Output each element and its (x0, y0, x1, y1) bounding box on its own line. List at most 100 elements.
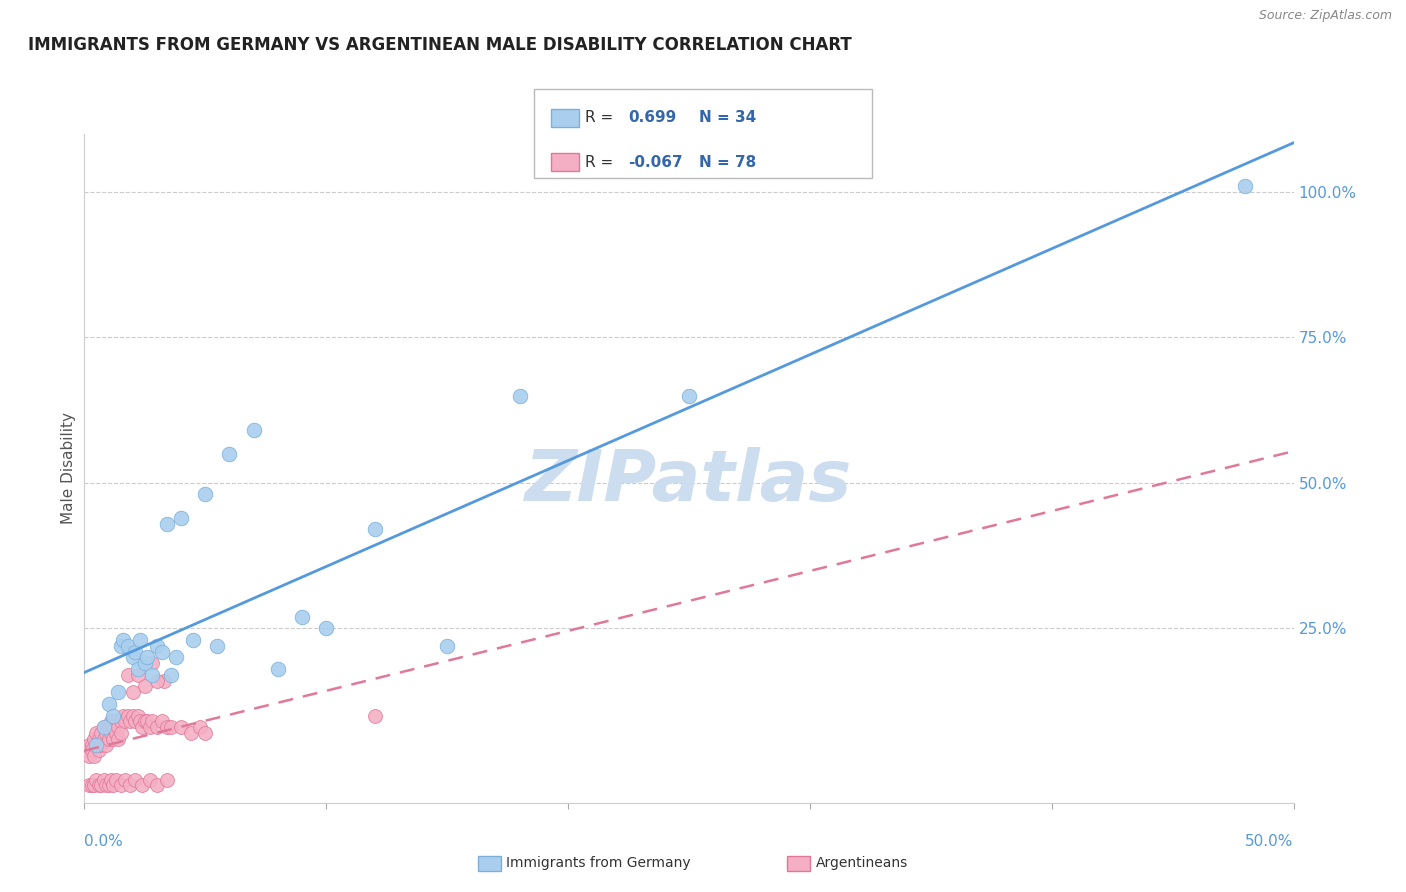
Point (77, 749, 100, 764)
Point (242, 424, 264, 438)
Point (103, 731, 125, 746)
Point (97, 720, 120, 734)
Point (127, 708, 149, 723)
Point (97, 778, 120, 792)
Point (94, 726, 117, 740)
Text: IMMIGRANTS FROM GERMANY VS ARGENTINEAN MALE DISABILITY CORRELATION CHART: IMMIGRANTS FROM GERMANY VS ARGENTINEAN M… (28, 36, 852, 54)
Point (136, 714, 159, 729)
Point (114, 772, 136, 787)
Point (127, 668, 149, 682)
Y-axis label: Male Disability: Male Disability (60, 412, 76, 524)
Point (100, 772, 122, 787)
Point (93, 720, 115, 734)
Point (100, 726, 122, 740)
Point (117, 668, 139, 682)
Text: ZIPatlas: ZIPatlas (526, 447, 852, 516)
Point (146, 778, 169, 792)
Point (112, 708, 135, 723)
Point (104, 772, 127, 787)
Point (181, 632, 204, 647)
Point (86, 726, 108, 740)
Point (180, 726, 202, 740)
Point (107, 731, 129, 746)
Text: -0.067: -0.067 (628, 155, 683, 169)
Point (76, 743, 98, 757)
Point (509, 388, 531, 402)
Point (153, 673, 176, 688)
Point (129, 714, 152, 729)
Point (121, 650, 143, 665)
Text: R =: R = (585, 155, 619, 169)
Point (170, 510, 193, 524)
Point (110, 726, 132, 740)
Point (291, 609, 314, 624)
Point (90, 726, 112, 740)
Point (94, 778, 117, 792)
Point (104, 714, 127, 729)
Point (207, 639, 229, 653)
Point (100, 714, 122, 729)
Point (218, 447, 240, 461)
Text: N = 78: N = 78 (699, 155, 756, 169)
Point (138, 720, 160, 734)
Point (121, 708, 143, 723)
Point (97, 731, 120, 746)
Point (83, 731, 105, 746)
Point (87, 778, 110, 792)
Point (436, 639, 458, 653)
Point (134, 680, 156, 694)
Point (104, 726, 127, 740)
Point (134, 714, 156, 729)
Point (80, 743, 103, 757)
Point (155, 772, 177, 787)
Point (107, 720, 129, 734)
Point (87, 731, 110, 746)
Text: 50.0%: 50.0% (1246, 834, 1294, 849)
Point (150, 714, 173, 729)
Point (141, 714, 163, 729)
Text: Argentineans: Argentineans (815, 856, 908, 871)
Point (83, 778, 105, 792)
Point (110, 778, 132, 792)
Text: 0.0%: 0.0% (84, 834, 124, 849)
Point (141, 656, 163, 670)
Point (117, 639, 139, 653)
Point (120, 778, 142, 792)
Point (103, 778, 125, 792)
Point (117, 708, 139, 723)
Point (120, 714, 142, 729)
Text: Immigrants from Germany: Immigrants from Germany (506, 856, 690, 871)
Point (146, 639, 169, 653)
Point (315, 621, 337, 635)
Point (103, 720, 125, 734)
Point (90, 778, 112, 792)
Point (190, 720, 212, 734)
Point (86, 772, 108, 787)
Text: 0.699: 0.699 (628, 111, 676, 125)
Point (146, 720, 169, 734)
Point (155, 720, 177, 734)
Point (93, 731, 115, 746)
Point (160, 668, 183, 682)
Point (87, 743, 110, 757)
Point (112, 632, 135, 647)
Point (86, 738, 108, 752)
Point (267, 662, 290, 676)
Point (77, 778, 100, 792)
Point (94, 738, 117, 752)
Point (129, 632, 152, 647)
Point (110, 639, 132, 653)
Point (138, 772, 160, 787)
Point (80, 778, 103, 792)
Point (363, 522, 385, 536)
Point (155, 516, 177, 531)
Point (170, 720, 193, 734)
Point (160, 720, 183, 734)
Point (93, 772, 115, 787)
Point (131, 778, 153, 792)
Point (124, 772, 146, 787)
Point (141, 668, 163, 682)
Point (103, 708, 125, 723)
Point (107, 685, 129, 699)
Point (1234, 179, 1257, 194)
